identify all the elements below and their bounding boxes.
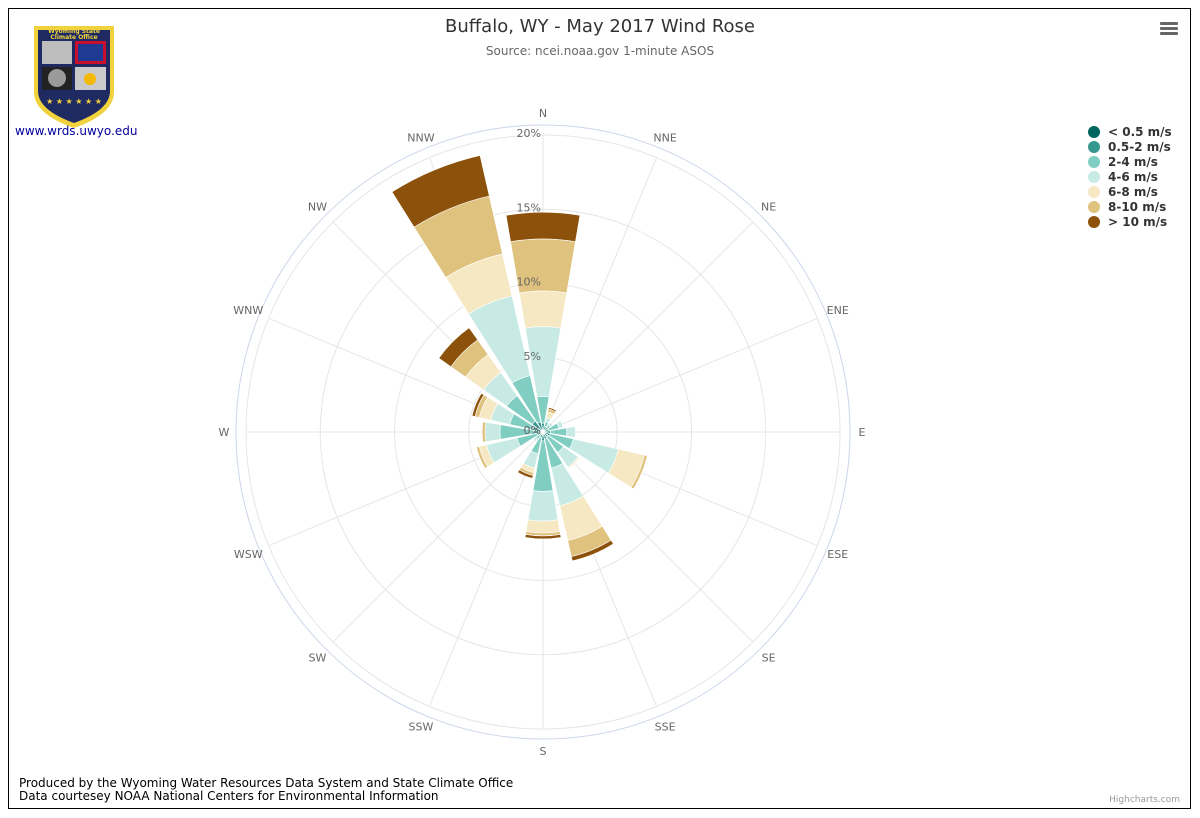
logo-link[interactable]: www.wrds.uwyo.edu [15,124,138,138]
legend-label: 0.5-2 m/s [1108,139,1171,154]
legend-label: 8-10 m/s [1108,199,1167,214]
legend-marker [1088,155,1100,168]
legend-item[interactable]: 6-8 m/s [1088,184,1172,199]
credits-link[interactable]: Highcharts.com [1109,795,1180,805]
legend-item[interactable]: > 10 m/s [1088,214,1172,229]
legend-marker [1088,200,1100,213]
legend: < 0.5 m/s 0.5-2 m/s 2-4 m/s 4-6 m/s 6-8 m/s 8… [1088,124,1172,229]
legend-label: 4-6 m/s [1108,169,1158,184]
logo-line-2: Climate Office [50,34,97,41]
legend-marker [1088,170,1100,183]
footer-line-1: Produced by the Wyoming Water Resources … [19,776,514,790]
legend-marker [1088,140,1100,153]
hamburger-menu-icon[interactable] [1158,20,1180,40]
logo-stars: ★ ★ ★ ★ ★ ★ [46,97,102,106]
legend-label: 6-8 m/s [1108,184,1158,199]
legend-marker [1088,185,1100,198]
legend-marker [1088,125,1100,138]
legend-label: > 10 m/s [1108,214,1168,229]
logo-line-1: Wyoming State [48,28,100,35]
legend-item[interactable]: 4-6 m/s [1088,169,1172,184]
legend-item[interactable]: 0.5-2 m/s [1088,139,1172,154]
legend-item[interactable]: 2-4 m/s [1088,154,1172,169]
legend-label: < 0.5 m/s [1108,124,1172,139]
legend-item[interactable]: 8-10 m/s [1088,199,1172,214]
footer: Produced by the Wyoming Water Resources … [19,777,513,803]
footer-line-2: Data courtesey NOAA National Centers for… [19,789,439,803]
chart-frame [8,8,1191,809]
climate-office-logo: Wyoming State Climate Office ★ ★ ★ ★ ★ ★ [28,18,120,130]
legend-label: 2-4 m/s [1108,154,1158,169]
chart-subtitle: Source: ncei.noaa.gov 1-minute ASOS [485,44,715,58]
legend-item[interactable]: < 0.5 m/s [1088,124,1172,139]
chart-title: Buffalo, WY - May 2017 Wind Rose [445,16,755,37]
legend-marker [1088,215,1100,228]
